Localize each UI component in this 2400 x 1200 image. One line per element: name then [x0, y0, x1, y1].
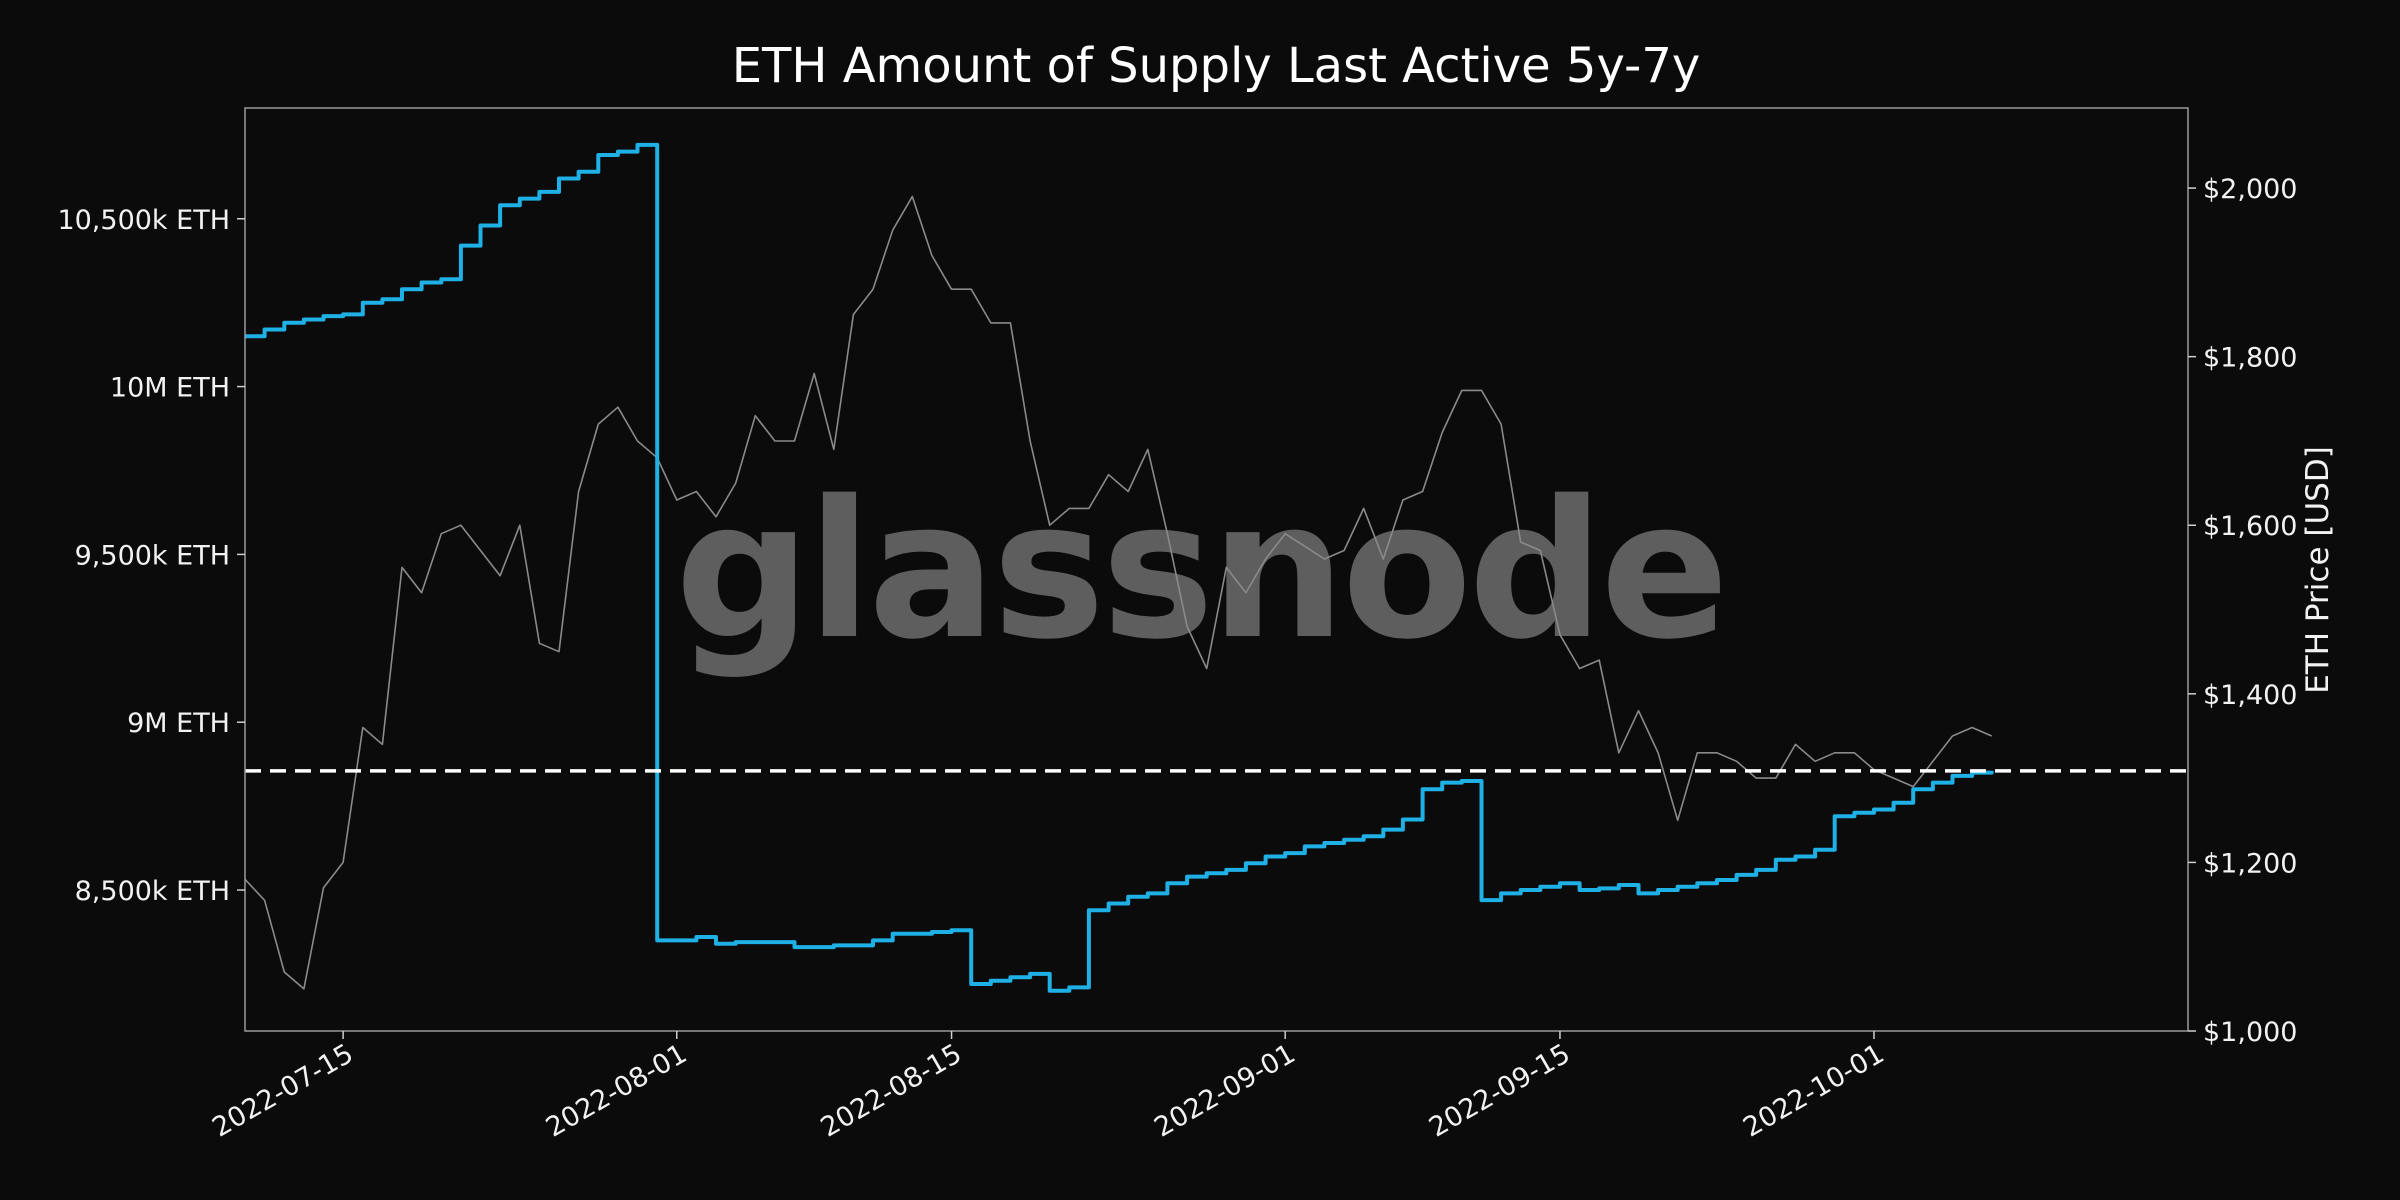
glassnode-watermark: glassnode — [675, 460, 1725, 681]
right-tick-label: $1,600 — [2203, 511, 2297, 542]
right-axis-title: ETH Price [USD] — [2300, 446, 2336, 694]
left-tick-label: 10M ETH — [110, 373, 230, 404]
price-series-line — [244, 195, 1993, 990]
plot-frame — [244, 107, 2189, 1032]
right-tick-label: $1,000 — [2203, 1017, 2297, 1048]
left-tick-label: 9M ETH — [127, 708, 230, 739]
left-tick-label: 8,500k ETH — [75, 876, 230, 907]
right-axis-ticks: $1,000 $1,200 $1,400 $1,600 $1,800 $2,000 — [2188, 174, 2297, 1048]
left-axis-ticks: 8,500k ETH 9M ETH 9,500k ETH 10M ETH 10,500k… — [57, 205, 245, 907]
chart-title: ETH Amount of Supply Last Active 5y-7y — [732, 38, 1701, 94]
plot-lines — [244, 142, 2188, 993]
right-tick-label: $2,000 — [2203, 174, 2297, 205]
supply-series-line — [245, 142, 1994, 993]
left-tick-label: 9,500k ETH — [75, 540, 230, 571]
right-tick-label: $1,400 — [2203, 680, 2297, 711]
right-tick-label: $1,200 — [2203, 848, 2297, 879]
left-tick-label: 10,500k ETH — [57, 205, 230, 236]
right-tick-label: $1,800 — [2203, 343, 2297, 374]
